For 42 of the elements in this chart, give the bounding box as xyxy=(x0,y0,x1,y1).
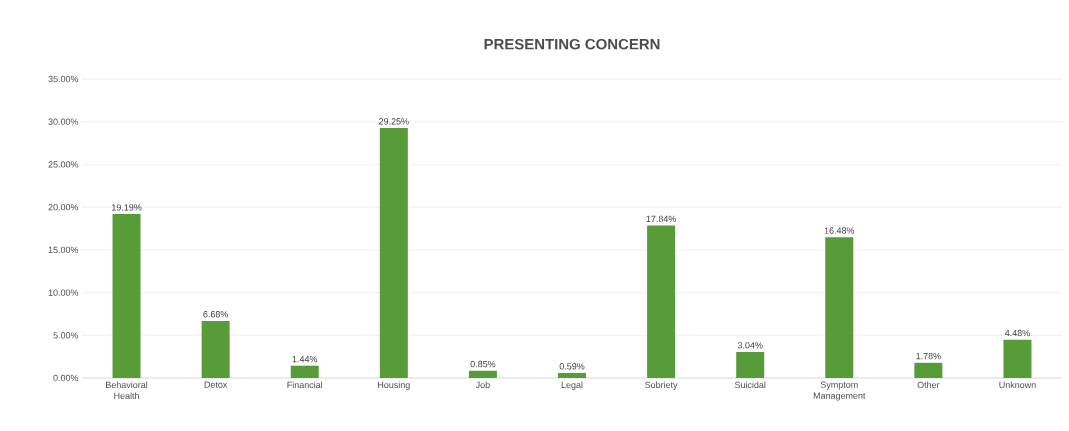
x-tick-label: Other xyxy=(917,381,940,389)
chart-title: PRESENTING CONCERN xyxy=(484,38,660,50)
data-label: 17.84% xyxy=(646,215,676,223)
x-tick-label: Job xyxy=(475,381,490,389)
x-tick-label: Symptom Management xyxy=(813,381,866,401)
x-tick-label: Suicidal xyxy=(734,381,766,389)
bar xyxy=(736,352,765,378)
y-tick-label: 30.00% xyxy=(48,118,79,125)
data-label: 3.04% xyxy=(737,342,763,349)
bar xyxy=(558,372,587,378)
x-tick-label: Sobriety xyxy=(645,381,678,390)
bar xyxy=(1003,339,1032,378)
x-tick-label: Legal xyxy=(561,381,583,390)
x-tick-label: Unknown xyxy=(999,381,1036,389)
bar xyxy=(825,237,854,378)
x-tick-label: Detox xyxy=(204,381,228,388)
data-label: 0.59% xyxy=(559,363,585,370)
data-label: 16.48% xyxy=(824,227,855,234)
data-label: 1.44% xyxy=(292,355,318,363)
data-label: 6.68% xyxy=(203,311,229,318)
data-label: 19.19% xyxy=(112,204,142,211)
bar xyxy=(379,128,408,378)
bar xyxy=(468,370,497,378)
x-tick-label: Financial xyxy=(287,381,323,389)
bar xyxy=(201,320,230,378)
x-tick-label: Housing xyxy=(378,381,410,390)
x-tick-label: Behavioral Health xyxy=(106,381,148,400)
data-label: 29.25% xyxy=(379,118,409,125)
y-tick-label: 0.00% xyxy=(53,374,79,382)
data-label: 0.85% xyxy=(470,360,496,368)
bar xyxy=(914,362,943,378)
y-tick-label: 25.00% xyxy=(48,161,79,168)
data-label: 4.48% xyxy=(1004,329,1030,337)
y-tick-label: 20.00% xyxy=(48,203,79,211)
bar xyxy=(290,365,319,378)
y-tick-label: 15.00% xyxy=(48,246,79,254)
bar xyxy=(647,225,676,378)
y-tick-label: 10.00% xyxy=(48,289,79,296)
data-label: 1.78% xyxy=(916,352,941,360)
y-tick-label: 5.00% xyxy=(53,332,79,339)
bar xyxy=(112,214,141,378)
y-tick-label: 35.00% xyxy=(48,75,79,83)
